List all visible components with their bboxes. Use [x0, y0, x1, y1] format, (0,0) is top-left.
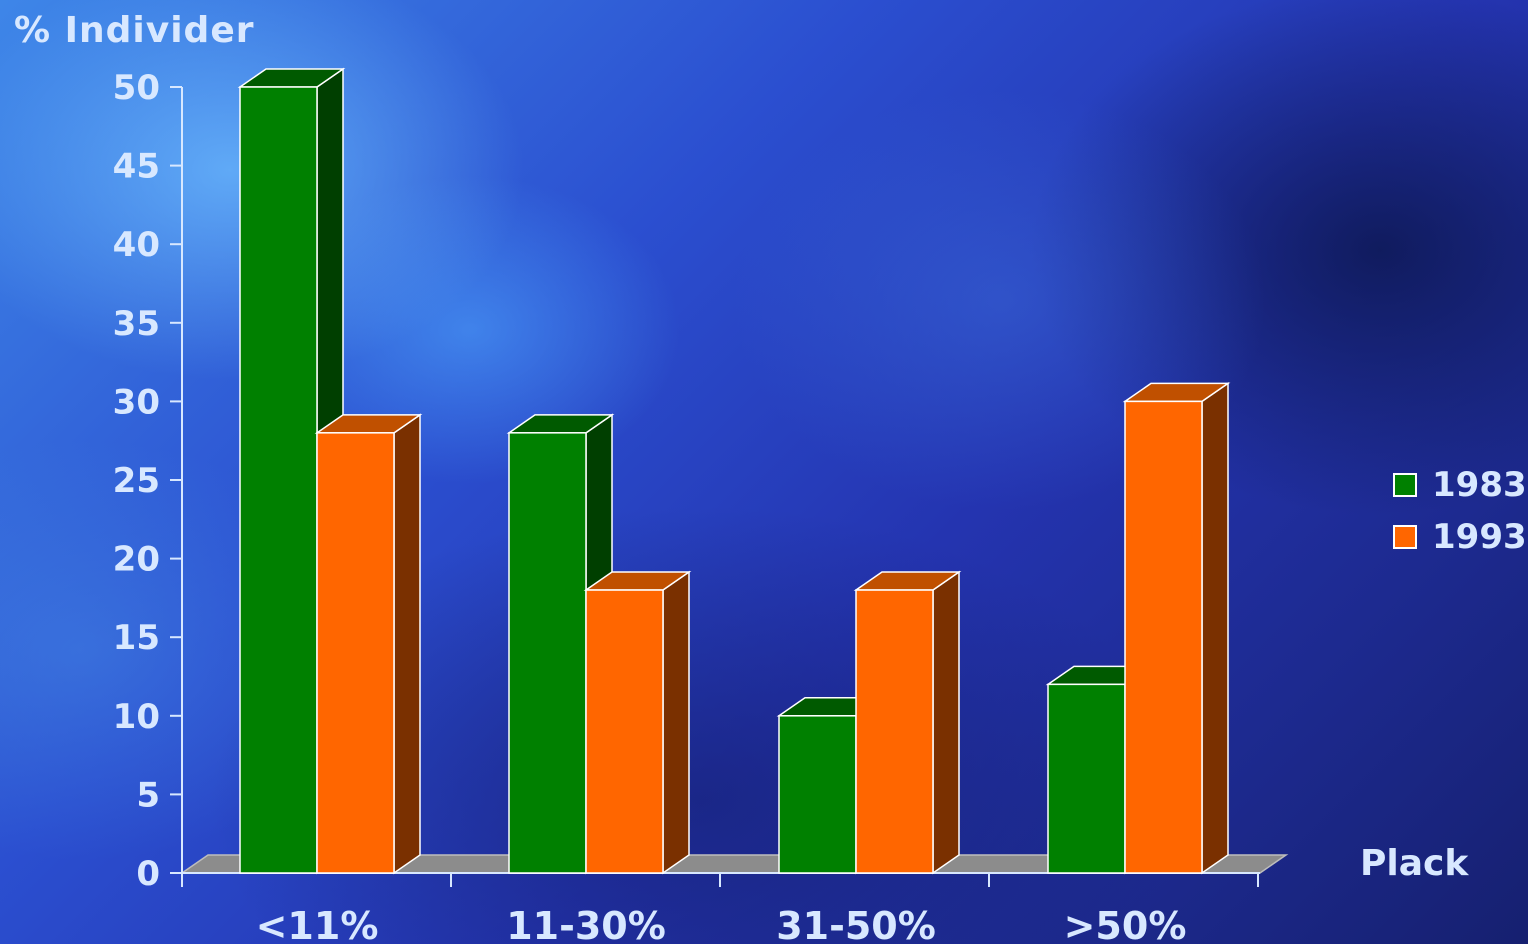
legend-swatch-1983	[1393, 473, 1417, 497]
y-tick-label: 50	[113, 68, 160, 108]
y-tick-label: 15	[113, 618, 160, 658]
bar-1993-1	[583, 570, 692, 875]
bar-front	[316, 432, 395, 874]
bar-front	[585, 589, 664, 874]
bar-front	[239, 86, 318, 874]
legend-swatch-1993	[1393, 525, 1417, 549]
legend-label-1983: 1983	[1432, 465, 1527, 505]
bar-1993-2	[853, 570, 962, 875]
y-axis-title: % Individer	[14, 10, 254, 51]
x-tick-label: 11-30%	[506, 904, 666, 944]
y-tick-label: 30	[113, 382, 160, 422]
y-tick-label: 20	[113, 540, 160, 580]
y-tick-label: 5	[136, 775, 160, 815]
x-tick-label: >50%	[1064, 904, 1187, 944]
y-tick-label: 35	[113, 304, 160, 344]
bar-1993-0	[314, 413, 423, 875]
legend: 1983 1993	[1393, 465, 1527, 557]
legend-label-1993: 1993	[1432, 517, 1527, 557]
bar-front	[1047, 683, 1126, 874]
bar-front	[855, 589, 934, 874]
bar-front	[1124, 400, 1203, 874]
bar-1993-3	[1122, 381, 1231, 875]
bars-group	[237, 67, 1231, 875]
x-tick-label: 31-50%	[776, 904, 936, 944]
y-tick-label: 40	[113, 225, 160, 265]
bar-front	[508, 432, 587, 874]
y-tick-label: 10	[113, 697, 160, 737]
bar-front	[778, 715, 857, 874]
y-tick-label: 0	[136, 854, 160, 894]
labels-group: 0 5 10 15 20 25 30 35 40 45 50 <11% 11-30% 31-50% >50%	[113, 68, 1187, 944]
y-tick-label: 25	[113, 461, 160, 501]
x-axis-title: Plack	[1360, 843, 1469, 884]
y-tick-label: 45	[113, 147, 160, 187]
x-tick-label: <11%	[256, 904, 379, 944]
bar-1983-1	[506, 413, 615, 875]
bar-side	[662, 570, 690, 875]
bar-side	[393, 413, 421, 875]
bar-side	[932, 570, 960, 875]
bar-side	[1201, 381, 1229, 875]
